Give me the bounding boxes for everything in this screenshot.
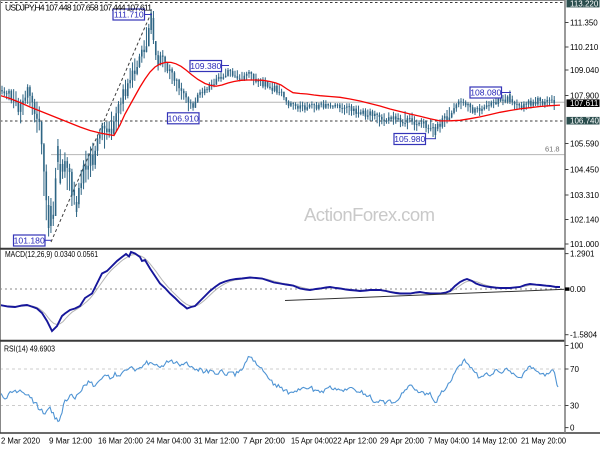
svg-text:110.210: 110.210 bbox=[570, 43, 599, 52]
svg-text:MACD(12,26,9) 0.0340 0.0561: MACD(12,26,9) 0.0340 0.0561 bbox=[5, 250, 98, 259]
svg-text:113.220: 113.220 bbox=[570, 0, 599, 8]
svg-text:101.000: 101.000 bbox=[570, 240, 599, 249]
svg-text:70: 70 bbox=[570, 365, 579, 374]
svg-text:108.080: 108.080 bbox=[470, 88, 501, 98]
svg-text:103.310: 103.310 bbox=[570, 191, 599, 200]
svg-text:107.611: 107.611 bbox=[570, 99, 599, 108]
svg-text:109.040: 109.040 bbox=[570, 66, 599, 75]
svg-text:7 Apr 20:00: 7 Apr 20:00 bbox=[243, 437, 286, 446]
svg-text:1.2901: 1.2901 bbox=[570, 250, 595, 259]
svg-text:107.900: 107.900 bbox=[570, 91, 599, 100]
svg-text:RSI(14) 49.6903: RSI(14) 49.6903 bbox=[4, 345, 55, 354]
svg-text:111.350: 111.350 bbox=[570, 18, 598, 27]
svg-text:104.450: 104.450 bbox=[570, 165, 599, 174]
svg-text:105.980: 105.980 bbox=[394, 134, 425, 144]
svg-text:21 May 20:00: 21 May 20:00 bbox=[521, 437, 567, 446]
svg-text:ActionForex.com: ActionForex.com bbox=[304, 204, 435, 225]
svg-text:29 Apr 20:00: 29 Apr 20:00 bbox=[380, 437, 425, 446]
svg-text:102.140: 102.140 bbox=[570, 215, 599, 224]
svg-text:100: 100 bbox=[570, 341, 584, 350]
svg-text:0: 0 bbox=[570, 424, 575, 433]
svg-text:14 May 12:00: 14 May 12:00 bbox=[472, 437, 518, 446]
svg-text:22 Apr 12:00: 22 Apr 12:00 bbox=[333, 437, 378, 446]
svg-text:105.590: 105.590 bbox=[570, 139, 599, 148]
svg-text:111.710: 111.710 bbox=[114, 10, 144, 20]
svg-text:30: 30 bbox=[570, 401, 579, 410]
svg-text:-1.5804: -1.5804 bbox=[570, 331, 598, 340]
svg-text:61.8: 61.8 bbox=[545, 145, 560, 154]
svg-text:16 Mar 20:00: 16 Mar 20:00 bbox=[98, 437, 144, 446]
svg-text:7 May 04:00: 7 May 04:00 bbox=[428, 437, 470, 446]
svg-text:109.380: 109.380 bbox=[190, 61, 221, 71]
svg-text:106.910: 106.910 bbox=[168, 113, 199, 123]
svg-text:24 Mar 04:00: 24 Mar 04:00 bbox=[146, 437, 192, 446]
svg-text:106.740: 106.740 bbox=[570, 116, 599, 125]
svg-text:9 Mar 12:00: 9 Mar 12:00 bbox=[49, 437, 93, 446]
svg-text:101.180: 101.180 bbox=[14, 236, 45, 246]
svg-text:0.00: 0.00 bbox=[570, 285, 586, 294]
svg-text:USDJPY,H4 107.448 107.658 107.: USDJPY,H4 107.448 107.658 107.444 107.61… bbox=[5, 3, 152, 13]
svg-text:15 Apr 04:00: 15 Apr 04:00 bbox=[291, 437, 334, 446]
svg-text:2 Mar 2020: 2 Mar 2020 bbox=[1, 437, 41, 446]
svg-text:31 Mar 12:00: 31 Mar 12:00 bbox=[194, 437, 240, 446]
